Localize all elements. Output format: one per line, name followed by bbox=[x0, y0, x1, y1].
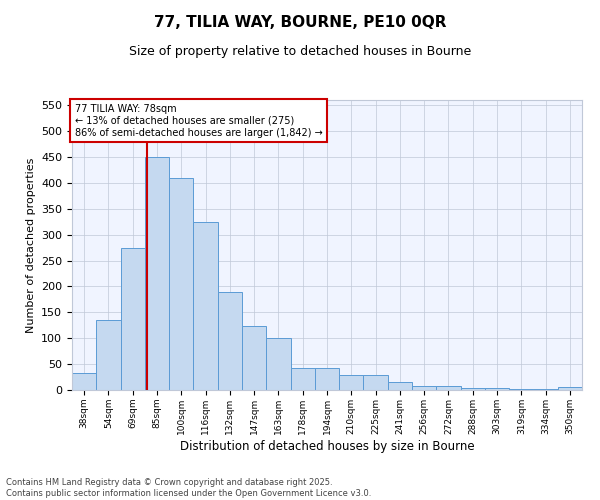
Bar bbox=[315, 368, 339, 390]
Bar bbox=[266, 338, 290, 390]
Bar bbox=[290, 368, 315, 390]
Bar bbox=[412, 386, 436, 390]
Bar bbox=[339, 375, 364, 390]
Text: 77 TILIA WAY: 78sqm
← 13% of detached houses are smaller (275)
86% of semi-detac: 77 TILIA WAY: 78sqm ← 13% of detached ho… bbox=[74, 104, 322, 138]
Bar bbox=[485, 388, 509, 390]
Bar bbox=[388, 382, 412, 390]
Bar bbox=[436, 386, 461, 390]
X-axis label: Distribution of detached houses by size in Bourne: Distribution of detached houses by size … bbox=[179, 440, 475, 452]
Text: Size of property relative to detached houses in Bourne: Size of property relative to detached ho… bbox=[129, 45, 471, 58]
Bar bbox=[169, 178, 193, 390]
Bar bbox=[96, 320, 121, 390]
Bar bbox=[218, 292, 242, 390]
Y-axis label: Number of detached properties: Number of detached properties bbox=[26, 158, 35, 332]
Bar bbox=[509, 389, 533, 390]
Bar bbox=[461, 388, 485, 390]
Bar bbox=[364, 375, 388, 390]
Text: 77, TILIA WAY, BOURNE, PE10 0QR: 77, TILIA WAY, BOURNE, PE10 0QR bbox=[154, 15, 446, 30]
Bar bbox=[145, 157, 169, 390]
Bar bbox=[558, 388, 582, 390]
Bar bbox=[533, 389, 558, 390]
Bar bbox=[242, 326, 266, 390]
Text: Contains HM Land Registry data © Crown copyright and database right 2025.
Contai: Contains HM Land Registry data © Crown c… bbox=[6, 478, 371, 498]
Bar bbox=[72, 373, 96, 390]
Bar bbox=[121, 248, 145, 390]
Bar bbox=[193, 222, 218, 390]
